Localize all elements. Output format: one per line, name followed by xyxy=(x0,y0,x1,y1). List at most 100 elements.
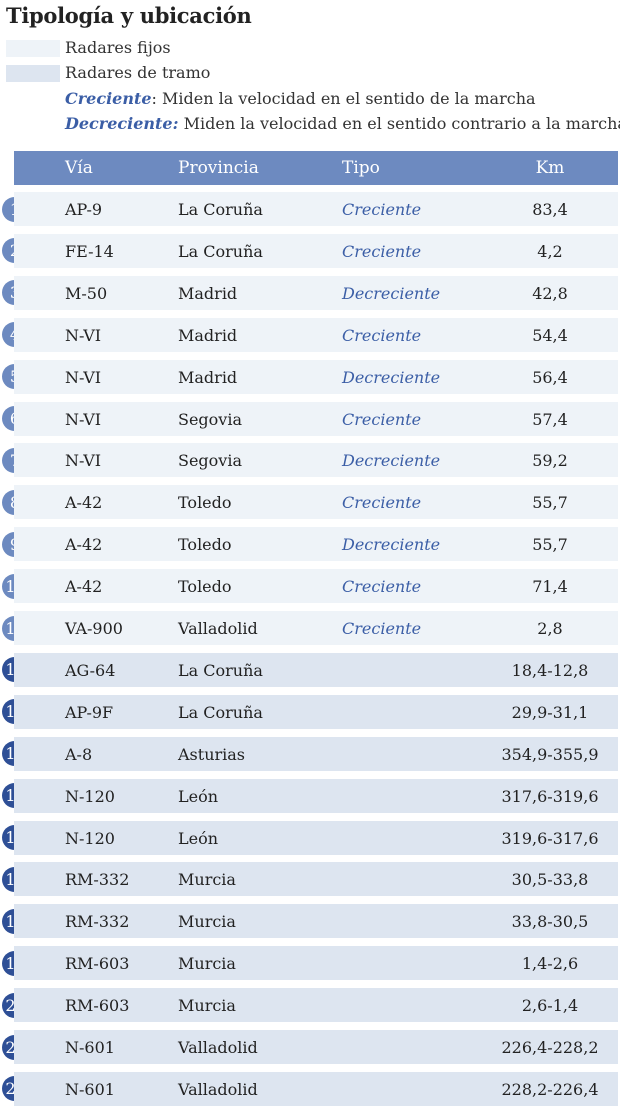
note-creciente-desc: : Miden la velocidad en el sentido de la… xyxy=(151,89,536,108)
cell-tipo: Decreciente xyxy=(342,451,441,471)
cell-km: 54,4 xyxy=(532,325,568,345)
note-creciente-term: Creciente xyxy=(65,89,152,108)
cell-via: AP-9 xyxy=(65,200,103,219)
cell-via: N-601 xyxy=(65,1038,115,1057)
cell-provincia: La Coruña xyxy=(178,702,263,722)
table-row: AG-64 La Coruña 18,4-12,8 xyxy=(14,652,618,687)
table-row: N-120 León 319,6-317,6 xyxy=(14,820,618,855)
cell-via: N-601 xyxy=(65,1079,115,1099)
cell-km: 1,4-2,6 xyxy=(521,954,579,974)
table-row: RM-603 Murcia 2,6-1,4 xyxy=(14,988,618,1023)
header-tipo: Tipo xyxy=(342,158,380,178)
table-row: M-50 Madrid Decreciente 42,8 xyxy=(14,275,618,310)
cell-via: VA-900 xyxy=(65,619,123,638)
cell-km: 29,9-31,1 xyxy=(511,702,589,722)
table-row: FE-14 La Coruña Creciente 4,2 xyxy=(14,233,618,268)
cell-km: 55,7 xyxy=(532,535,568,555)
cell-km: 59,2 xyxy=(532,451,568,471)
table-row: N-601 Valladolid 228,2-226,4 xyxy=(14,1071,618,1106)
note-creciente: Creciente: Miden la velocidad en el sent… xyxy=(65,89,536,108)
cell-via: AP-9F xyxy=(65,702,114,722)
cell-via: RM-603 xyxy=(65,954,130,974)
cell-km: 30,5-33,8 xyxy=(511,870,589,890)
cell-via: RM-603 xyxy=(65,996,130,1016)
cell-tipo: Creciente xyxy=(342,493,422,513)
cell-provincia: Valladolid xyxy=(178,619,258,638)
cell-km: 18,4-12,8 xyxy=(511,660,589,680)
table-row: RM-603 Murcia 1,4-2,6 xyxy=(14,946,618,981)
cell-provincia: Segovia xyxy=(178,451,242,471)
cell-provincia: Toledo xyxy=(178,535,232,555)
cell-provincia: Murcia xyxy=(178,870,236,890)
cell-km: 319,6-317,6 xyxy=(501,828,599,848)
cell-via: N-120 xyxy=(65,786,115,806)
cell-via: M-50 xyxy=(65,283,108,303)
cell-provincia: Madrid xyxy=(178,325,238,345)
note-decreciente: Decreciente: Miden la velocidad en el se… xyxy=(65,114,620,133)
cell-via: N-VI xyxy=(65,451,102,471)
cell-km: 2,6-1,4 xyxy=(521,996,579,1016)
table-row: N-VI Madrid Creciente 54,4 xyxy=(14,317,618,352)
cell-tipo: Creciente xyxy=(342,577,422,597)
cell-via: AG-64 xyxy=(65,660,116,680)
cell-provincia: León xyxy=(178,786,219,806)
table-row: N-VI Madrid Decreciente 56,4 xyxy=(14,359,618,394)
table-row: N-120 León 317,6-319,6 xyxy=(14,778,618,813)
cell-km: 226,4-228,2 xyxy=(501,1038,599,1057)
header-provincia: Provincia xyxy=(178,158,259,178)
cell-provincia: Murcia xyxy=(178,996,236,1016)
legend-section-label: Radares de tramo xyxy=(65,63,211,82)
cell-provincia: La Coruña xyxy=(178,241,263,261)
cell-provincia: Madrid xyxy=(178,367,238,387)
header-via: Vía xyxy=(65,158,93,178)
cell-km: 42,8 xyxy=(532,283,568,303)
cell-provincia: Valladolid xyxy=(178,1079,258,1099)
cell-via: N-120 xyxy=(65,828,115,848)
table-row: RM-332 Murcia 33,8-30,5 xyxy=(14,904,618,939)
cell-provincia: Segovia xyxy=(178,409,242,429)
cell-km: 317,6-319,6 xyxy=(501,786,599,806)
cell-provincia: Asturias xyxy=(178,744,246,764)
cell-km: 228,2-226,4 xyxy=(501,1079,599,1099)
cell-provincia: León xyxy=(178,828,219,848)
table-header: Vía Provincia Tipo Km xyxy=(14,151,618,185)
note-decreciente-desc: Miden la velocidad en el sentido contrar… xyxy=(178,114,620,133)
cell-km: 354,9-355,9 xyxy=(501,744,599,764)
table-row: A-42 Toledo Creciente 71,4 xyxy=(14,569,618,604)
cell-via: A-8 xyxy=(65,744,93,764)
cell-via: RM-332 xyxy=(65,912,130,932)
cell-tipo: Creciente xyxy=(342,200,422,219)
cell-via: N-VI xyxy=(65,325,102,345)
table-row: AP-9 La Coruña Creciente 83,4 xyxy=(14,192,618,226)
cell-provincia: Toledo xyxy=(178,493,232,513)
table-row: AP-9F La Coruña 29,9-31,1 xyxy=(14,694,618,729)
cell-km: 33,8-30,5 xyxy=(511,912,589,932)
table-row: RM-332 Murcia 30,5-33,8 xyxy=(14,862,618,897)
cell-km: 55,7 xyxy=(532,493,568,513)
table-row: N-VI Segovia Creciente 57,4 xyxy=(14,401,618,436)
cell-via: N-VI xyxy=(65,367,102,387)
header-km: Km xyxy=(535,158,565,178)
cell-provincia: Murcia xyxy=(178,954,236,974)
table-row: A-42 Toledo Creciente 55,7 xyxy=(14,485,618,520)
legend-fixed-label: Radares fijos xyxy=(65,38,171,57)
note-decreciente-term: Decreciente: xyxy=(65,114,179,133)
table-row: N-VI Segovia Decreciente 59,2 xyxy=(14,443,618,478)
table-row: VA-900 Valladolid Creciente 2,8 xyxy=(14,611,618,645)
cell-km: 56,4 xyxy=(532,367,568,387)
cell-km: 83,4 xyxy=(532,200,568,219)
cell-provincia: Toledo xyxy=(178,577,232,597)
cell-provincia: Valladolid xyxy=(178,1038,258,1057)
page-title: Tipología y ubicación xyxy=(6,3,252,28)
cell-tipo: Decreciente xyxy=(342,283,441,303)
cell-provincia: Madrid xyxy=(178,283,238,303)
cell-km: 71,4 xyxy=(532,577,568,597)
legend-section-swatch xyxy=(6,65,60,82)
cell-via: A-42 xyxy=(65,577,103,597)
cell-km: 4,2 xyxy=(537,241,563,261)
legend-fixed-swatch xyxy=(6,40,60,57)
table-row: A-8 Asturias 354,9-355,9 xyxy=(14,736,618,771)
cell-km: 2,8 xyxy=(537,619,563,638)
cell-tipo: Creciente xyxy=(342,409,422,429)
cell-tipo: Decreciente xyxy=(342,367,441,387)
